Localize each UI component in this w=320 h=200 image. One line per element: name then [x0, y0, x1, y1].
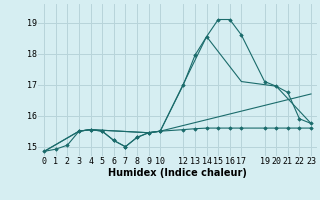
X-axis label: Humidex (Indice chaleur): Humidex (Indice chaleur) — [108, 168, 247, 178]
